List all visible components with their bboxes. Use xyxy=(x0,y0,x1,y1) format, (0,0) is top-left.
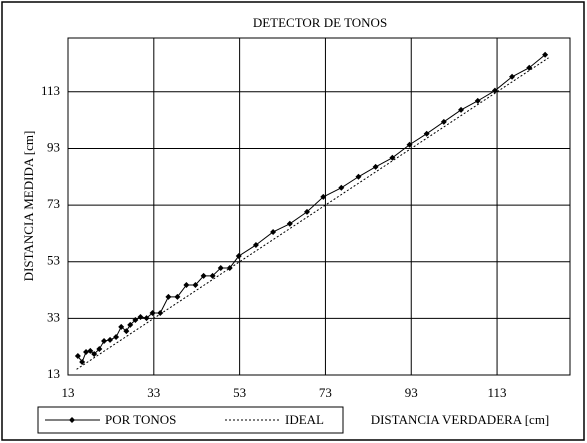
y-tick-label: 73 xyxy=(47,196,60,211)
point xyxy=(132,317,139,324)
y-tick-label: 53 xyxy=(47,253,60,268)
x-axis-label: DISTANCIA VERDADERA [cm] xyxy=(371,412,550,427)
x-tick-label: 113 xyxy=(488,385,507,400)
chart-title: DETECTOR DE TONOS xyxy=(253,15,387,30)
point xyxy=(91,351,98,358)
legend-marker xyxy=(69,417,75,423)
point xyxy=(87,347,94,354)
point xyxy=(252,242,259,249)
x-tick-label: 33 xyxy=(147,385,160,400)
point xyxy=(406,141,413,148)
point xyxy=(113,334,120,341)
point xyxy=(286,220,293,227)
point xyxy=(118,323,125,330)
point xyxy=(192,281,199,288)
point xyxy=(174,293,181,300)
point xyxy=(509,73,516,80)
point xyxy=(270,228,277,235)
point xyxy=(123,328,130,335)
point xyxy=(209,272,216,279)
point xyxy=(165,293,172,300)
point xyxy=(458,106,465,113)
point xyxy=(96,345,103,352)
point xyxy=(143,315,150,322)
point xyxy=(542,51,549,58)
point xyxy=(491,87,498,94)
point xyxy=(79,358,86,365)
point xyxy=(127,321,134,328)
point xyxy=(157,309,164,316)
legend-label: IDEAL xyxy=(285,412,324,427)
y-tick-label: 113 xyxy=(41,83,60,98)
x-tick-label: 73 xyxy=(319,385,332,400)
y-tick-label: 13 xyxy=(47,366,60,381)
point xyxy=(200,272,207,279)
point xyxy=(303,208,310,215)
point xyxy=(355,173,362,180)
point xyxy=(338,184,345,191)
point xyxy=(217,264,224,271)
point xyxy=(137,313,144,320)
point xyxy=(74,353,81,360)
x-tick-label: 53 xyxy=(233,385,246,400)
y-tick-label: 93 xyxy=(47,139,60,154)
point xyxy=(389,154,396,161)
y-axis-label: DISTANCIA MEDIDA [cm] xyxy=(21,131,36,282)
point xyxy=(423,130,430,137)
point xyxy=(183,281,190,288)
point xyxy=(320,193,327,200)
point xyxy=(149,309,156,316)
point xyxy=(101,338,108,345)
x-tick-label: 13 xyxy=(62,385,75,400)
legend-label: POR TONOS xyxy=(105,412,176,427)
point xyxy=(107,336,114,343)
legend-box xyxy=(37,406,344,434)
point xyxy=(474,97,481,104)
point xyxy=(83,349,90,356)
y-tick-label: 33 xyxy=(47,309,60,324)
point xyxy=(440,118,447,125)
point xyxy=(372,163,379,170)
x-tick-label: 93 xyxy=(405,385,418,400)
point xyxy=(235,253,242,260)
